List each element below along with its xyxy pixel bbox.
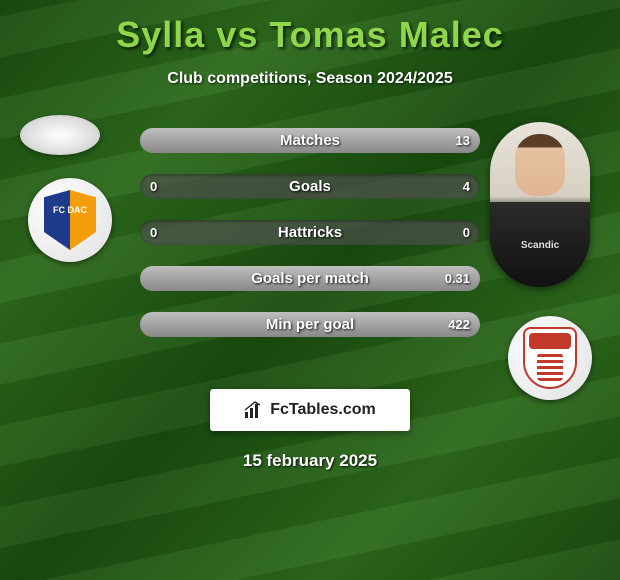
crest-icon (523, 327, 577, 389)
stat-row: 0 Goals 4 (140, 174, 480, 199)
stat-label: Hattricks (278, 224, 342, 241)
brand-text: FcTables.com (270, 401, 376, 419)
club-logo-right (508, 316, 592, 400)
shield-icon (44, 190, 96, 250)
chart-icon (244, 401, 264, 419)
stat-right-value: 13 (456, 133, 470, 148)
stat-right-value: 0 (463, 225, 470, 240)
stat-row: Matches 13 (140, 128, 480, 153)
brand-box[interactable]: FcTables.com (210, 389, 410, 431)
stat-right-value: 422 (448, 317, 470, 332)
player-jersey (490, 202, 590, 287)
comparison-card: Sylla vs Tomas Malec Club competitions, … (0, 0, 620, 580)
page-subtitle: Club competitions, Season 2024/2025 (20, 70, 600, 88)
stat-label: Matches (280, 132, 340, 149)
page-title: Sylla vs Tomas Malec (20, 14, 600, 56)
stat-right-value: 0.31 (445, 271, 470, 286)
stat-label: Min per goal (266, 316, 354, 333)
player-head (515, 134, 565, 196)
stat-label: Goals (289, 178, 331, 195)
stat-row: Goals per match 0.31 (140, 266, 480, 291)
player-photo-left (20, 115, 100, 155)
stat-left-value: 0 (150, 225, 157, 240)
club-logo-left (28, 178, 112, 262)
stat-right-value: 4 (463, 179, 470, 194)
stat-label: Goals per match (251, 270, 369, 287)
stat-row: Min per goal 422 (140, 312, 480, 337)
stat-left-value: 0 (150, 179, 157, 194)
player-photo-right (490, 122, 590, 287)
date-label: 15 february 2025 (20, 451, 600, 471)
stat-row: 0 Hattricks 0 (140, 220, 480, 245)
